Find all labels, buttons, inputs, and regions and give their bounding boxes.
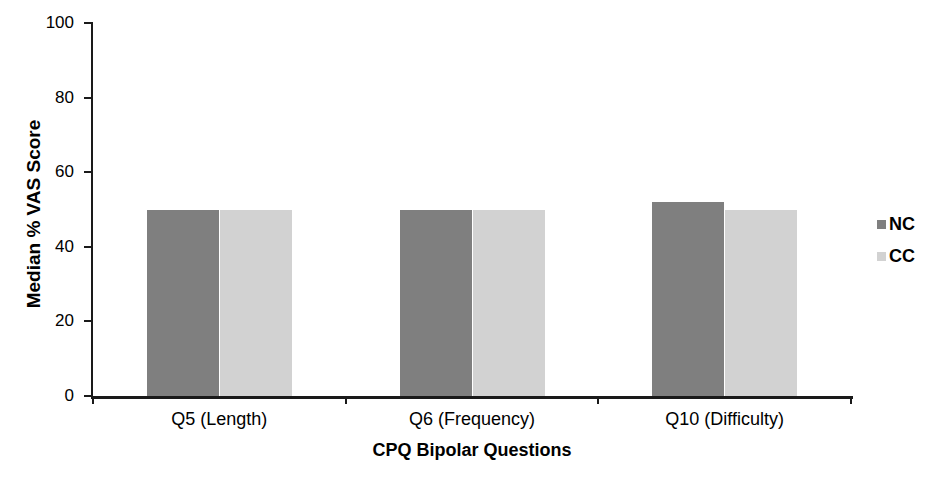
y-tick-label: 80 (29, 87, 74, 109)
x-tick (92, 398, 94, 404)
y-tick (84, 320, 93, 322)
bar-cc-1 (473, 210, 545, 397)
legend: NC CC (877, 215, 915, 266)
legend-swatch-cc (877, 252, 886, 261)
legend-item-cc: CC (877, 247, 915, 266)
bar-cc-0 (220, 210, 292, 397)
bar-cc-2 (725, 210, 797, 397)
x-category-label: Q6 (Frequency) (362, 408, 582, 430)
y-tick-label: 100 (29, 12, 74, 34)
x-tick (850, 398, 852, 404)
y-tick-label: 20 (29, 310, 74, 332)
x-axis-title: CPQ Bipolar Questions (272, 440, 672, 461)
y-tick (84, 22, 93, 24)
legend-label-cc: CC (889, 246, 915, 267)
legend-swatch-nc (877, 220, 886, 229)
y-axis-line (91, 22, 93, 399)
x-tick (345, 398, 347, 404)
y-tick-label: 0 (29, 385, 74, 407)
y-tick-label: 40 (29, 236, 74, 258)
bar-chart: Median % VAS Score CPQ Bipolar Questions… (0, 0, 940, 482)
y-tick-label: 60 (29, 161, 74, 183)
legend-item-nc: NC (877, 215, 915, 234)
bar-nc-2 (652, 202, 724, 396)
y-axis-title: Median % VAS Score (23, 120, 45, 309)
y-tick (84, 97, 93, 99)
bar-nc-1 (400, 210, 472, 397)
y-tick (84, 395, 93, 397)
bar-nc-0 (147, 210, 219, 397)
y-tick (84, 171, 93, 173)
legend-label-nc: NC (889, 214, 915, 235)
x-axis-line (91, 396, 853, 399)
x-category-label: Q5 (Length) (109, 408, 329, 430)
x-tick (597, 398, 599, 404)
x-category-label: Q10 (Difficulty) (615, 408, 835, 430)
y-tick (84, 246, 93, 248)
